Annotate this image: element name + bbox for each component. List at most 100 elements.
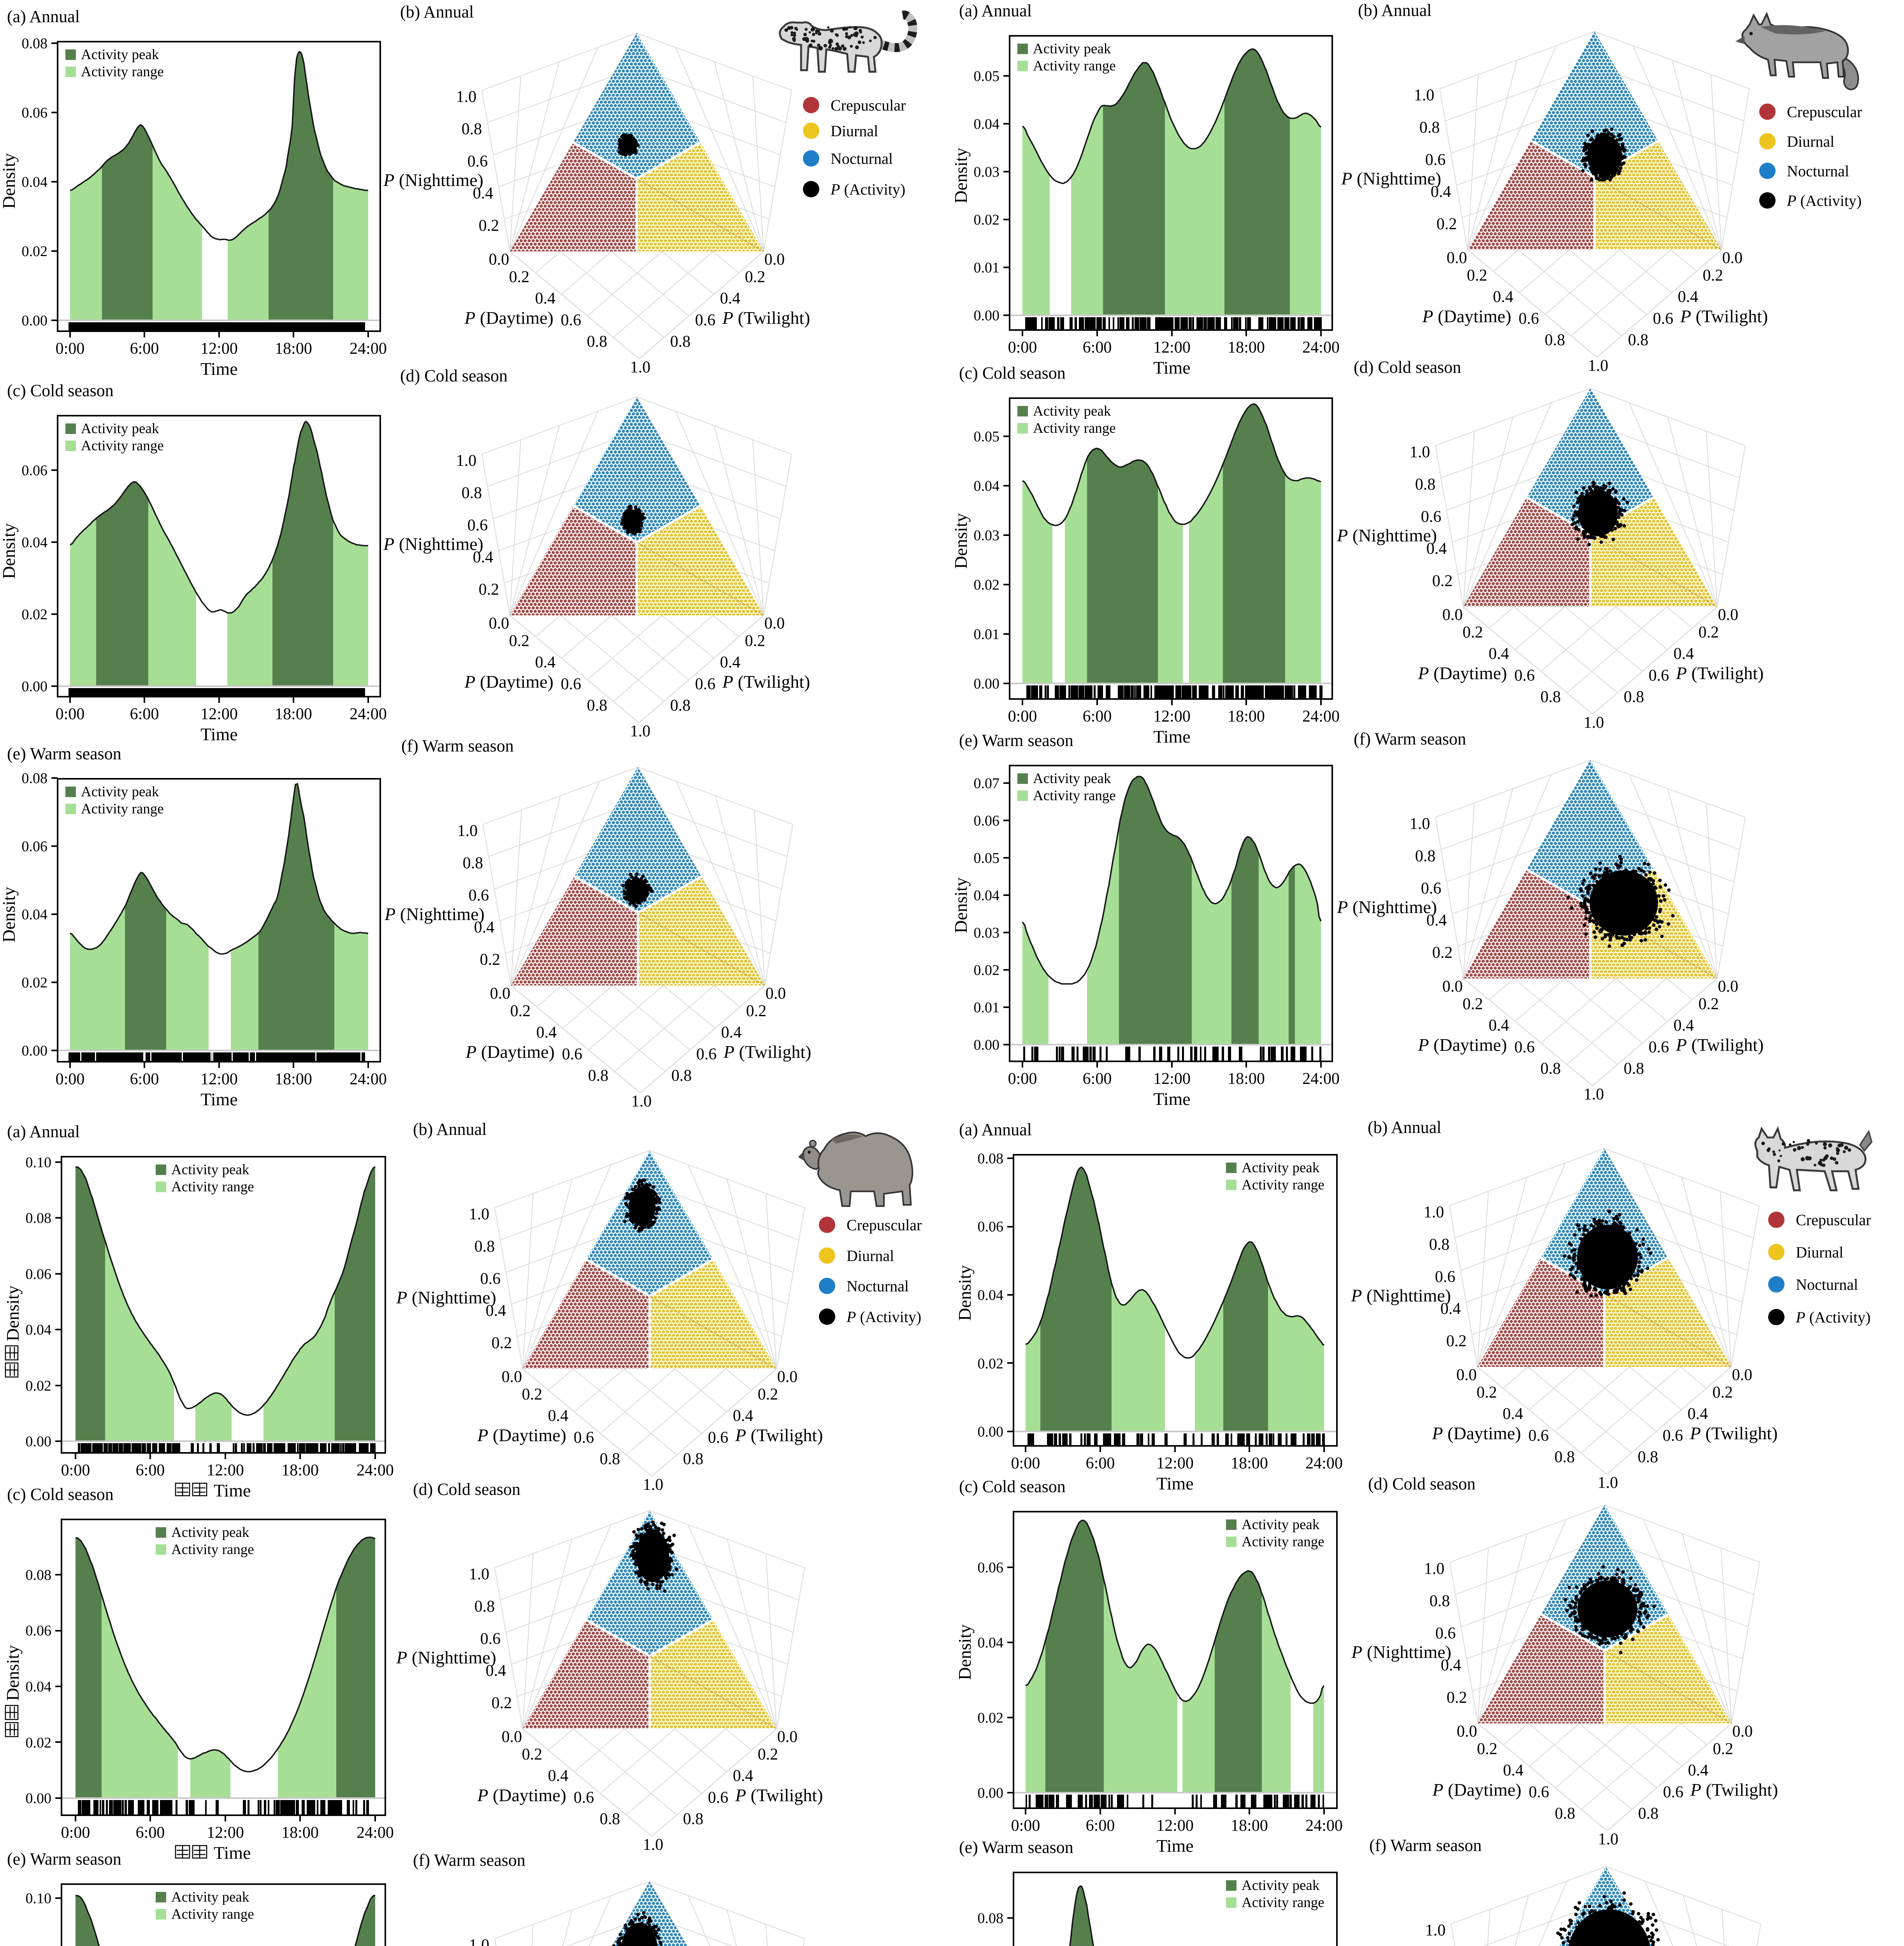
svg-text:Activity peak: Activity peak (1242, 1517, 1320, 1533)
svg-text:0.6: 0.6 (480, 1630, 501, 1648)
svg-text:0.04: 0.04 (974, 887, 1000, 904)
svg-text:0.2: 0.2 (1713, 1384, 1733, 1402)
svg-text:0.2: 0.2 (1437, 215, 1457, 233)
svg-text:0.2: 0.2 (479, 217, 499, 235)
svg-text:0.2: 0.2 (1477, 1384, 1497, 1402)
svg-text:1.0: 1.0 (1410, 443, 1430, 461)
svg-text:0.02: 0.02 (974, 962, 1000, 978)
svg-text:1.0: 1.0 (1410, 815, 1430, 833)
svg-text:0.8: 0.8 (588, 1067, 609, 1085)
svg-text:0.6: 0.6 (561, 675, 581, 693)
svg-text:Activity range: Activity range (81, 438, 164, 454)
svg-text:0.2: 0.2 (1698, 995, 1719, 1013)
svg-text:Density: Density (955, 1265, 975, 1321)
svg-text:Activity peak: Activity peak (171, 1162, 249, 1178)
svg-text:0.02: 0.02 (974, 212, 1000, 228)
svg-text:24:00: 24:00 (1302, 339, 1340, 357)
svg-text:0.8: 0.8 (462, 484, 482, 502)
svg-text:0.8: 0.8 (1554, 1448, 1575, 1466)
svg-text:1.0: 1.0 (456, 88, 477, 106)
svg-text:(a) Annual: (a) Annual (7, 1122, 80, 1141)
svg-text:P (Daytime): P (Daytime) (1417, 1035, 1507, 1055)
svg-text:P (Twilight): P (Twilight) (1676, 1035, 1763, 1055)
svg-text:(f) Warm season: (f) Warm season (413, 1851, 525, 1870)
svg-text:18:00: 18:00 (275, 705, 312, 723)
svg-text:0.8: 0.8 (463, 854, 483, 872)
svg-text:Activity peak: Activity peak (1033, 771, 1111, 787)
svg-text:(c) Cold season: (c) Cold season (959, 364, 1066, 383)
svg-text:0.2: 0.2 (758, 1386, 778, 1403)
svg-text:0.01: 0.01 (974, 999, 1000, 1016)
svg-text:Density: Density (3, 1286, 23, 1341)
svg-text:6:00: 6:00 (130, 1070, 159, 1088)
svg-text:Nocturnal: Nocturnal (1787, 162, 1849, 180)
svg-text:0.6: 0.6 (1663, 1427, 1683, 1445)
svg-text:P (Twilight): P (Twilight) (1676, 663, 1763, 683)
svg-text:0.4: 0.4 (1441, 1656, 1461, 1674)
svg-text:Activity peak: Activity peak (171, 1524, 249, 1540)
svg-text:Time: Time (1156, 1474, 1193, 1493)
svg-text:0.02: 0.02 (974, 577, 1000, 593)
svg-text:12:00: 12:00 (1153, 708, 1191, 725)
svg-text:1.0: 1.0 (469, 1205, 490, 1223)
svg-text:0.4: 0.4 (1426, 540, 1447, 558)
svg-text:6:00: 6:00 (1086, 1817, 1115, 1835)
svg-text:0.06: 0.06 (22, 105, 48, 121)
svg-text:0.2: 0.2 (479, 581, 499, 599)
svg-text:0.4: 0.4 (1688, 1762, 1709, 1779)
svg-text:(b) Annual: (b) Annual (413, 1120, 487, 1139)
svg-text:0.8: 0.8 (1555, 1805, 1576, 1823)
svg-text:12:00: 12:00 (200, 705, 238, 723)
svg-text:0:00: 0:00 (56, 705, 85, 723)
svg-text:1.0: 1.0 (1414, 86, 1435, 104)
svg-text:Activity peak: Activity peak (81, 421, 159, 437)
svg-text:0.8: 0.8 (462, 120, 482, 138)
svg-text:0:00: 0:00 (61, 1824, 90, 1842)
svg-text:Density: Density (0, 153, 19, 209)
svg-text:0.6: 0.6 (1649, 1038, 1669, 1056)
svg-text:(c) Cold season: (c) Cold season (7, 381, 114, 400)
svg-text:Time: Time (1153, 358, 1190, 378)
svg-text:(e) Warm season: (e) Warm season (959, 731, 1073, 750)
svg-text:0.8: 0.8 (1624, 688, 1644, 706)
svg-text:0.05: 0.05 (974, 68, 1000, 84)
svg-text:0.6: 0.6 (562, 1045, 583, 1063)
svg-text:6:00: 6:00 (136, 1461, 165, 1479)
svg-text:0.04: 0.04 (974, 116, 1000, 132)
svg-text:0.6: 0.6 (1421, 508, 1442, 526)
svg-text:0.6: 0.6 (696, 1045, 717, 1063)
svg-text:24:00: 24:00 (1302, 708, 1340, 725)
svg-text:1.0: 1.0 (630, 722, 651, 740)
svg-text:0.2: 0.2 (522, 1746, 543, 1763)
svg-text:0.02: 0.02 (26, 1378, 52, 1394)
svg-text:0.00: 0.00 (26, 1790, 52, 1807)
svg-text:0.00: 0.00 (978, 1785, 1004, 1801)
svg-text:P (Nighttime): P (Nighttime) (1351, 1286, 1451, 1305)
svg-text:0.2: 0.2 (1477, 1740, 1498, 1758)
svg-text:0.0: 0.0 (1732, 1723, 1753, 1741)
svg-text:24:00: 24:00 (350, 1070, 387, 1088)
svg-text:0.8: 0.8 (1545, 331, 1565, 349)
svg-text:(d) Cold season: (d) Cold season (400, 366, 508, 385)
svg-text:18:00: 18:00 (281, 1824, 319, 1842)
svg-text:0.04: 0.04 (978, 1635, 1004, 1651)
svg-text:0.4: 0.4 (1503, 1762, 1524, 1779)
svg-text:0.0: 0.0 (1442, 978, 1463, 996)
svg-text:0.6: 0.6 (1519, 310, 1539, 328)
svg-text:Time: Time (1153, 727, 1190, 746)
svg-text:Time: Time (214, 1481, 251, 1500)
svg-text:12:00: 12:00 (207, 1461, 244, 1479)
svg-text:0.2: 0.2 (522, 1386, 543, 1403)
svg-text:0.4: 0.4 (1431, 183, 1451, 201)
svg-text:0.8: 0.8 (671, 1067, 692, 1085)
svg-text:0.6: 0.6 (695, 311, 716, 329)
svg-text:0.07: 0.07 (974, 775, 1000, 792)
svg-text:0.08: 0.08 (22, 770, 48, 787)
svg-text:P (Twilight): P (Twilight) (1680, 306, 1768, 326)
svg-text:1.0: 1.0 (469, 1565, 490, 1583)
svg-text:6:00: 6:00 (1086, 1454, 1115, 1472)
svg-text:0.0: 0.0 (502, 1368, 522, 1386)
svg-text:Crepuscular: Crepuscular (847, 1216, 922, 1234)
svg-text:P (Activity): P (Activity) (830, 181, 905, 198)
svg-text:0.0: 0.0 (1718, 978, 1739, 996)
